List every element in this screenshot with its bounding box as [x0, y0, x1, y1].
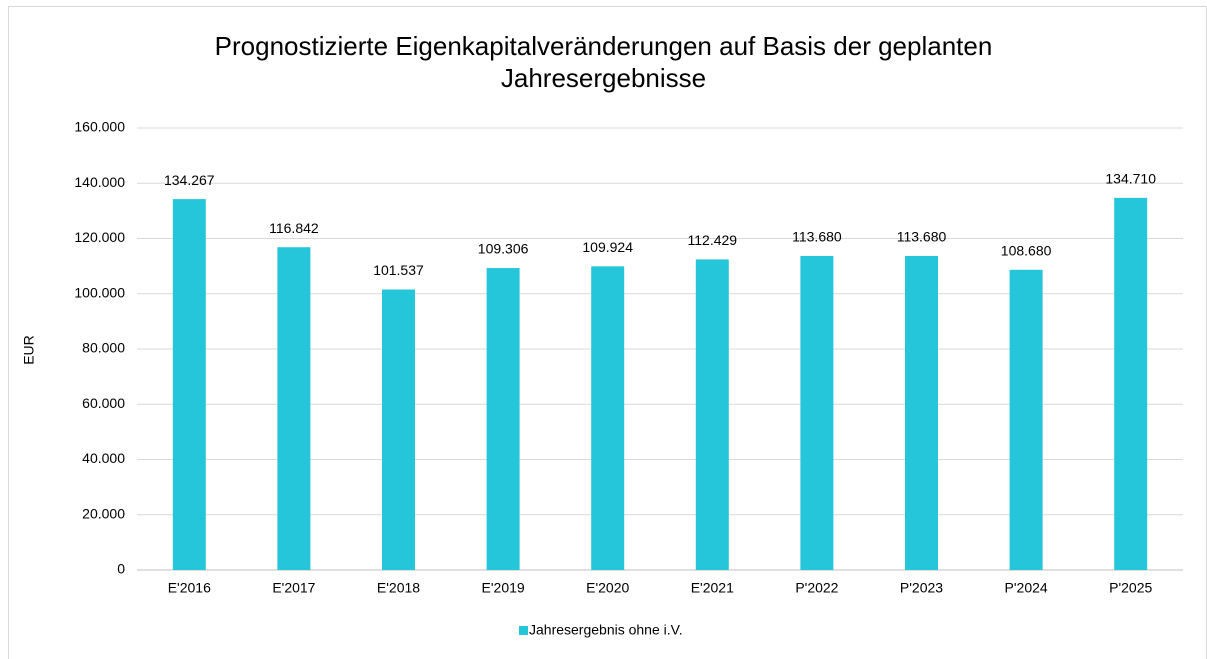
y-tick-label: 120.000: [74, 229, 125, 245]
bar: [172, 199, 206, 571]
data-label: 134.267: [164, 172, 215, 188]
bar: [695, 259, 729, 570]
data-label: 101.537: [373, 262, 424, 278]
y-tick-label: 0: [117, 561, 125, 577]
bar: [800, 255, 834, 571]
x-tick-label: E'2016: [168, 580, 211, 596]
data-label: 113.680: [792, 229, 842, 245]
y-axis-label: EUR: [21, 335, 37, 365]
y-tick-label: 100.000: [74, 284, 125, 300]
y-tick-label: 60.000: [82, 395, 125, 411]
chart-title: Prognostizierte Eigenkapitalveränderunge…: [214, 31, 993, 93]
data-label: 108.680: [1001, 242, 1052, 258]
x-tick-label: E'2020: [586, 580, 629, 596]
bar: [382, 289, 415, 570]
legend-label: Jahresergebnis ohne i.V.: [529, 622, 683, 638]
x-tick-label: E'2021: [691, 580, 734, 596]
bar: [1114, 197, 1148, 570]
x-tick-label: P'2024: [1005, 580, 1048, 596]
data-label: 112.429: [688, 232, 738, 248]
data-label: 134.710: [1105, 171, 1156, 187]
bar: [591, 266, 625, 570]
x-tick-label: E'2018: [377, 580, 420, 596]
bar: [905, 255, 938, 571]
data-label: 116.842: [269, 220, 319, 236]
x-tick-label: P'2025: [1109, 580, 1152, 596]
y-tick-label: 140.000: [74, 174, 125, 190]
legend-swatch: [519, 626, 528, 635]
data-label: 113.680: [897, 229, 947, 245]
bar: [486, 268, 520, 570]
x-tick-label: P'2023: [900, 580, 943, 596]
x-tick-label: E'2019: [482, 580, 525, 596]
x-tick-label: E'2017: [272, 580, 315, 596]
data-label: 109.306: [478, 241, 529, 257]
y-tick-label: 80.000: [82, 340, 125, 356]
y-tick-label: 20.000: [82, 505, 125, 521]
bar: [1009, 269, 1043, 570]
bar: [277, 247, 311, 570]
data-label: 109.924: [582, 239, 633, 255]
x-tick-label: P'2022: [795, 580, 838, 596]
y-tick-label: 160.000: [74, 119, 125, 135]
y-tick-label: 40.000: [82, 450, 125, 466]
